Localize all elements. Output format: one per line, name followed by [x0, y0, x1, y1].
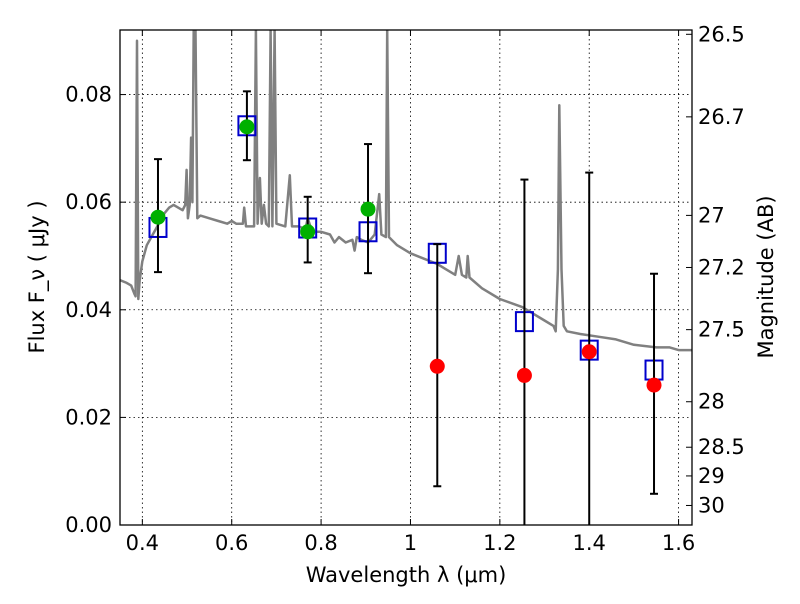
mag-tick-label: 29 [698, 464, 725, 488]
axis-ticks: 0.4 0.6 0.8 1 1.2 1.4 1.6 0.00 0.02 0.04 0.06 0.08 2… [65, 22, 745, 555]
mag-tick-label: 26.7 [698, 105, 745, 129]
mag-tick-label: 27.5 [698, 318, 745, 342]
y-axis-label-right: Magnitude (AB) [754, 195, 778, 358]
y-axis-label-left: Flux F_ν ( μJy ) [25, 200, 50, 353]
data-point [581, 344, 597, 360]
plot-background [120, 30, 692, 525]
x-tick-label: 0.8 [304, 531, 337, 555]
data-point [646, 377, 662, 393]
data-point [360, 201, 376, 217]
plot-frame [119, 29, 693, 526]
data-point [516, 367, 532, 383]
data-point [150, 209, 166, 225]
y-tick-label: 0.08 [65, 83, 112, 107]
y-tick-label: 0.02 [65, 405, 112, 429]
x-tick-label: 1.4 [573, 531, 606, 555]
x-tick-label: 1.6 [662, 531, 695, 555]
y-tick-label: 0.04 [65, 298, 112, 322]
mag-tick-label: 28.5 [698, 435, 745, 459]
mag-tick-label: 27 [698, 203, 725, 227]
x-tick-label: 1 [404, 531, 417, 555]
x-axis-label: Wavelength λ (μm) [306, 563, 507, 587]
grid [120, 30, 692, 526]
y-tick-label: 0.00 [65, 513, 112, 537]
spectrum-line [120, 30, 692, 352]
y-tick-label: 0.06 [65, 190, 112, 214]
x-tick-label: 0.4 [126, 531, 159, 555]
data-point [239, 119, 255, 135]
mag-tick-label: 30 [698, 493, 725, 517]
mag-tick-label: 27.2 [698, 255, 745, 279]
mag-tick-label: 28 [698, 390, 725, 414]
data-point [300, 224, 316, 240]
plot-content [120, 30, 692, 525]
x-tick-label: 0.6 [215, 531, 248, 555]
x-tick-label: 1.2 [483, 531, 516, 555]
mag-tick-label: 26.5 [698, 22, 745, 46]
data-point [429, 358, 445, 374]
